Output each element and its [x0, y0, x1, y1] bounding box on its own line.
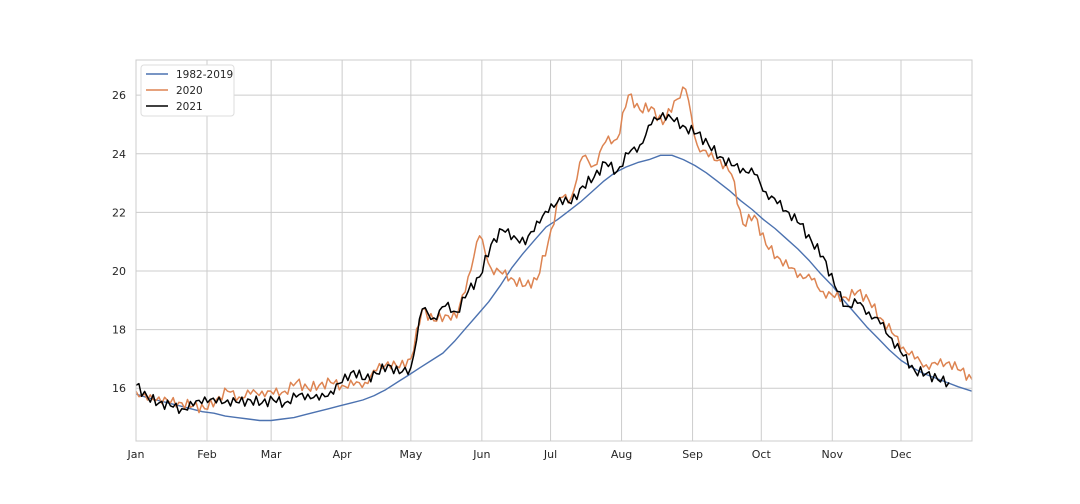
legend-label: 2020 — [176, 85, 203, 97]
x-tick-label: May — [399, 448, 422, 461]
legend-label: 2021 — [176, 101, 203, 113]
x-tick-label: Jun — [472, 448, 490, 461]
legend-box — [140, 64, 235, 117]
series-line-2020 — [135, 86, 973, 414]
x-tick-label: Dec — [890, 448, 911, 461]
y-tick-label: 26 — [112, 89, 126, 102]
x-tick-label: Mar — [261, 448, 282, 461]
y-tick-label: 18 — [112, 324, 126, 337]
y-axis-tick-labels: 16 18 20 22 24 26 — [112, 89, 126, 395]
legend-label: 1982-2019 — [176, 69, 233, 81]
x-tick-label: Jan — [127, 448, 145, 461]
y-tick-label: 16 — [112, 382, 126, 395]
y-tick-label: 22 — [112, 206, 126, 219]
x-tick-label: Jul — [543, 448, 557, 461]
x-tick-label: Nov — [822, 448, 844, 461]
x-tick-label: Apr — [333, 448, 353, 461]
x-tick-label: Oct — [752, 448, 772, 461]
x-axis-tick-labels: Jan Feb Mar Apr May Jun Jul Aug Sep Oct Nov Dec — [127, 448, 912, 461]
series-lines — [135, 86, 973, 422]
x-tick-label: Aug — [611, 448, 632, 461]
series-line-2021 — [135, 112, 950, 415]
x-tick-label: Feb — [197, 448, 216, 461]
series-line-1982-2019 — [135, 154, 973, 422]
y-tick-label: 20 — [112, 265, 126, 278]
legend: 1982-2019 2020 2021 — [140, 64, 235, 117]
plot-frame — [135, 59, 973, 442]
y-tick-label: 24 — [112, 148, 126, 161]
x-tick-label: Sep — [682, 448, 703, 461]
